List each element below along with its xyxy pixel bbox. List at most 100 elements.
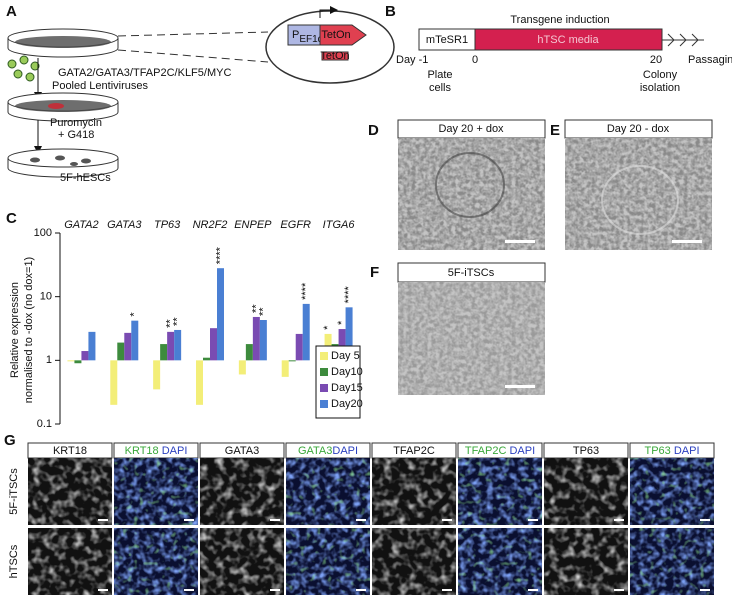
panel-b: B Transgene induction mTeSR1 hTSC media … <box>385 3 732 94</box>
protein <box>321 51 349 61</box>
scale-bar <box>528 589 538 591</box>
image-texture <box>458 528 542 595</box>
image-texture <box>286 458 370 525</box>
significance: ** <box>250 304 262 313</box>
bar <box>338 329 346 361</box>
scale-bar <box>184 589 194 591</box>
bar <box>131 320 139 361</box>
dash-line <box>117 49 269 63</box>
bar <box>245 344 253 361</box>
scale-bar <box>184 519 194 521</box>
selection: + G418 <box>58 129 94 141</box>
event: cells <box>429 82 452 94</box>
scale-bar <box>700 519 710 521</box>
micrographs: D Day 20 + dox E Day 20 - dox F 5F-iTSCs <box>368 119 713 395</box>
bar <box>167 331 175 361</box>
panel-label: F <box>370 264 379 281</box>
dash-line <box>117 31 269 37</box>
day-label: Day -1 <box>396 54 428 66</box>
arrows <box>662 33 704 47</box>
bar <box>217 268 224 361</box>
image-texture <box>398 138 545 250</box>
scale-bar <box>700 589 710 591</box>
bar <box>295 333 303 361</box>
scale-bar <box>270 519 280 521</box>
gene-text: TetOn <box>321 29 350 41</box>
image-texture <box>630 528 714 595</box>
plasmid <box>265 10 395 84</box>
legend-swatch <box>320 400 328 408</box>
row-label: 5F-iTSCs <box>8 468 20 515</box>
promoter-arrow <box>319 6 338 18</box>
scale-bar <box>98 589 108 591</box>
title-part: TP63 <box>573 445 599 457</box>
bar <box>203 357 210 361</box>
significance: * <box>336 320 348 325</box>
legend-label: Day 5 <box>331 350 360 362</box>
protein-text: TetOn <box>320 50 349 62</box>
image-texture <box>28 528 112 595</box>
bar <box>345 307 353 361</box>
column-title: TFAP2C <box>393 445 435 457</box>
significance: * <box>129 312 141 317</box>
bar <box>259 320 267 361</box>
bar <box>210 328 217 361</box>
column-title: TFAP2C DAPI <box>465 445 535 457</box>
category-label: GATA3 <box>107 219 142 231</box>
column-title: KRT18 DAPI <box>125 445 188 457</box>
column-title: KRT18 <box>53 445 87 457</box>
significance: ** <box>172 317 184 326</box>
y-tick-label: 100 <box>34 227 52 239</box>
y-axis-label: normalised to -dox (no dox=1) <box>23 257 35 403</box>
scale-bar <box>528 519 538 521</box>
significance: ** <box>257 307 269 316</box>
image-texture <box>200 528 284 595</box>
scale-bar <box>356 589 366 591</box>
column-title: TP63 DAPI <box>644 445 699 457</box>
virus-icons <box>7 55 40 82</box>
day-label: 0 <box>472 54 478 66</box>
bar <box>302 303 310 361</box>
dish <box>7 28 119 58</box>
title-part: DAPI <box>674 445 700 457</box>
category-label: GATA2 <box>64 219 98 231</box>
image-texture <box>28 458 112 525</box>
significance: **** <box>214 246 226 264</box>
bar <box>117 342 125 361</box>
y-axis-label: Relative expression <box>9 282 21 378</box>
bar <box>196 360 203 405</box>
scale-bar <box>270 589 280 591</box>
y-tick-label: 0.1 <box>37 418 52 430</box>
significance: **** <box>343 285 355 303</box>
panel-label: C <box>6 210 17 227</box>
timeline-title: Transgene induction <box>510 14 609 26</box>
scale-bar <box>614 519 624 521</box>
event: isolation <box>640 82 680 94</box>
bar <box>281 360 289 377</box>
dish <box>7 148 119 178</box>
title-part: GATA3 <box>298 445 332 457</box>
title-part: DAPI <box>162 445 188 457</box>
legend-label: Day15 <box>331 382 363 394</box>
image-texture <box>372 458 456 525</box>
image-title: Day 20 + dox <box>438 123 504 135</box>
legend-swatch <box>320 368 328 376</box>
scale-bar <box>356 519 366 521</box>
y-tick-label: 1 <box>46 354 52 366</box>
selection: Puromycin <box>50 117 102 129</box>
image-texture <box>544 528 628 595</box>
panel-label: E <box>550 122 560 139</box>
scale-bar <box>505 385 535 388</box>
bar <box>174 329 182 361</box>
scale-bar <box>672 240 702 243</box>
title-part: DAPI <box>509 445 535 457</box>
panel-a: A PEF1α TetOn TetOn GATA2/GATA3/TFAP2C/K… <box>6 3 395 184</box>
factors: GATA2/GATA3/TFAP2C/KLF5/MYC <box>58 67 231 79</box>
panel-c: C Relative expression normalised to -dox… <box>6 210 363 430</box>
promoter-sub: EF1α <box>299 34 323 45</box>
next-step: Passaging <box>688 54 732 66</box>
media-label: mTeSR1 <box>426 34 468 46</box>
image-texture <box>200 458 284 525</box>
title-part: KRT18 <box>125 445 162 457</box>
image-texture <box>458 458 542 525</box>
